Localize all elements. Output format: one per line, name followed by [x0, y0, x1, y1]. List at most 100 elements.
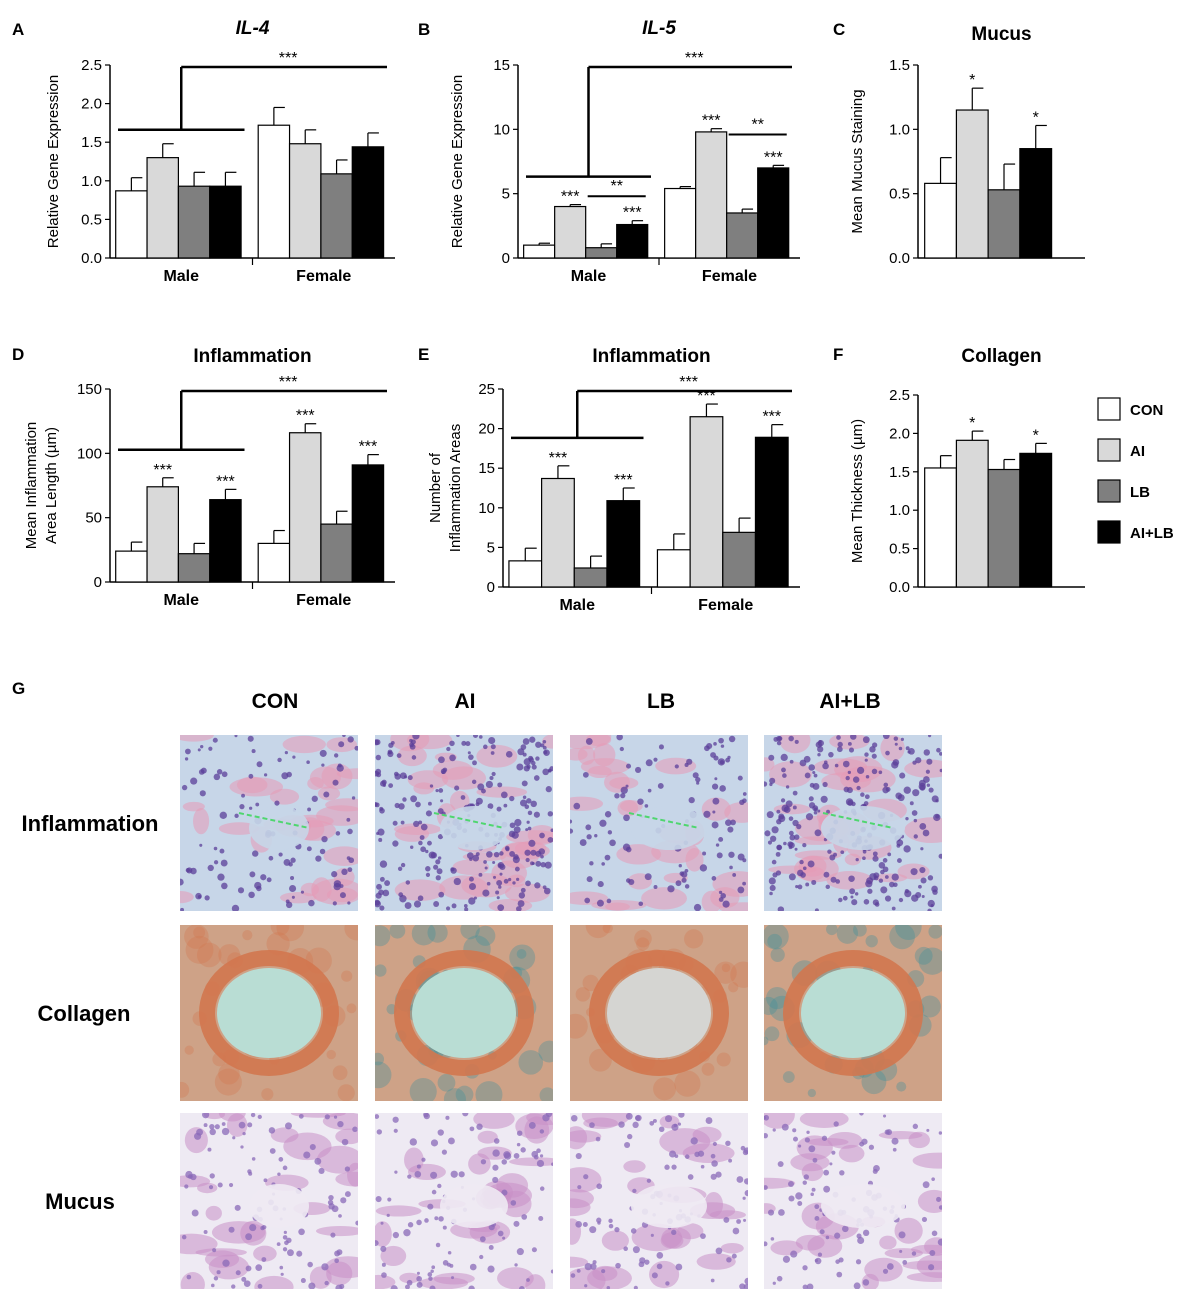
nucleus — [334, 1258, 339, 1264]
fiber-blob — [184, 925, 209, 949]
nucleus — [764, 1116, 766, 1120]
nucleus — [776, 735, 782, 742]
nucleus — [222, 1259, 230, 1267]
nucleus — [811, 1187, 816, 1192]
nucleus — [695, 776, 701, 783]
nucleus — [509, 851, 515, 857]
airway-wall — [783, 950, 923, 1076]
nucleus — [375, 1240, 379, 1246]
nucleus — [899, 1249, 903, 1253]
nucleus — [250, 1113, 256, 1118]
nucleus — [516, 1142, 521, 1147]
bar — [209, 185, 242, 259]
nucleus — [927, 875, 934, 881]
nucleus — [539, 1129, 545, 1134]
nucleus — [497, 904, 505, 911]
nucleus — [718, 890, 723, 895]
lumen — [821, 1184, 905, 1228]
fiber-blob — [889, 925, 916, 950]
nucleus — [314, 1157, 322, 1165]
tissue-blob — [394, 879, 446, 901]
histology-row-label: Mucus — [45, 1189, 115, 1214]
nucleus — [274, 800, 280, 806]
nucleus — [716, 852, 723, 859]
nucleus — [792, 805, 797, 810]
nucleus — [196, 1128, 204, 1136]
category-label: Female — [296, 268, 351, 285]
fiber-blob — [895, 925, 922, 941]
nucleus — [911, 1251, 917, 1256]
nucleus — [550, 1269, 553, 1274]
bar — [115, 190, 148, 259]
fiber-blob — [807, 1088, 817, 1098]
nucleus — [471, 779, 477, 785]
nucleus — [726, 1257, 732, 1263]
nucleus — [450, 1170, 458, 1178]
nucleus — [772, 1281, 776, 1285]
nucleus — [375, 900, 381, 908]
nucleus — [804, 1137, 810, 1143]
legend-label: AI+LB — [1130, 525, 1174, 542]
nucleus — [909, 801, 914, 806]
nucleus — [669, 1150, 677, 1158]
nucleus — [584, 1284, 588, 1288]
y-axis-label: Inflammation Areas — [447, 424, 464, 552]
fiber-blob — [767, 933, 783, 949]
lumen — [440, 1184, 508, 1228]
nucleus — [792, 790, 798, 796]
nucleus — [551, 1162, 553, 1166]
nucleus — [530, 849, 537, 856]
nucleus — [323, 791, 330, 798]
category-label: Female — [702, 268, 757, 285]
nucleus — [913, 818, 918, 823]
nucleus — [318, 1167, 325, 1175]
nucleus — [331, 1205, 339, 1213]
nucleus — [813, 810, 818, 815]
nucleus — [251, 1157, 256, 1161]
nucleus — [710, 1153, 716, 1159]
nucleus — [306, 846, 312, 852]
nucleus — [592, 1260, 597, 1265]
tissue-blob — [473, 1113, 515, 1129]
nucleus — [438, 891, 445, 898]
nucleus — [825, 884, 830, 890]
nucleus — [699, 864, 708, 872]
nucleus — [410, 845, 414, 849]
fiber-blob — [460, 925, 480, 940]
chart-title: Inflammation — [592, 346, 710, 367]
nucleus — [290, 857, 296, 863]
nucleus — [213, 1276, 219, 1281]
nucleus — [855, 857, 859, 862]
tissue-blob — [269, 788, 300, 805]
nucleus — [328, 1194, 334, 1201]
tissue-blob — [184, 1127, 208, 1154]
fiber-blob — [518, 1050, 544, 1075]
nucleus — [221, 1127, 230, 1136]
nucleus — [469, 1126, 475, 1132]
nucleus — [803, 1174, 809, 1180]
bar — [757, 167, 790, 259]
nucleus — [678, 1113, 685, 1118]
nucleus — [242, 1131, 246, 1136]
nucleus — [781, 804, 789, 812]
panel-letter: F — [833, 345, 843, 364]
nucleus — [433, 864, 439, 870]
nucleus — [263, 773, 268, 777]
nucleus — [737, 775, 743, 781]
nucleus — [266, 877, 272, 883]
nucleus — [796, 824, 802, 830]
nucleus — [730, 819, 736, 826]
nucleus — [531, 861, 535, 865]
nucleus — [468, 876, 474, 882]
nucleus — [657, 783, 664, 789]
tissue-blob — [570, 1198, 591, 1217]
nucleus — [446, 1262, 451, 1267]
nucleus — [570, 1273, 576, 1278]
nucleus — [833, 852, 838, 857]
tissue-blob — [570, 796, 604, 811]
nucleus — [639, 1257, 646, 1264]
nucleus — [298, 1228, 305, 1236]
nucleus — [823, 1169, 830, 1176]
nucleus — [231, 1284, 236, 1289]
nucleus — [409, 742, 414, 748]
